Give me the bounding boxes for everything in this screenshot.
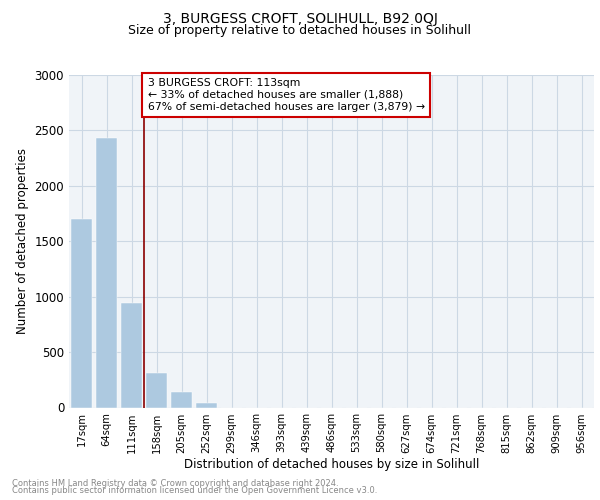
Bar — [171, 392, 192, 407]
Bar — [196, 403, 217, 407]
Bar — [121, 304, 142, 408]
Y-axis label: Number of detached properties: Number of detached properties — [16, 148, 29, 334]
Text: Contains public sector information licensed under the Open Government Licence v3: Contains public sector information licen… — [12, 486, 377, 495]
X-axis label: Distribution of detached houses by size in Solihull: Distribution of detached houses by size … — [184, 458, 479, 471]
Bar — [146, 373, 167, 408]
Text: 3, BURGESS CROFT, SOLIHULL, B92 0QJ: 3, BURGESS CROFT, SOLIHULL, B92 0QJ — [163, 12, 437, 26]
Text: Size of property relative to detached houses in Solihull: Size of property relative to detached ho… — [128, 24, 472, 37]
Text: Contains HM Land Registry data © Crown copyright and database right 2024.: Contains HM Land Registry data © Crown c… — [12, 478, 338, 488]
Text: 3 BURGESS CROFT: 113sqm
← 33% of detached houses are smaller (1,888)
67% of semi: 3 BURGESS CROFT: 113sqm ← 33% of detache… — [148, 78, 425, 112]
Bar — [96, 138, 117, 407]
Bar — [71, 219, 92, 408]
